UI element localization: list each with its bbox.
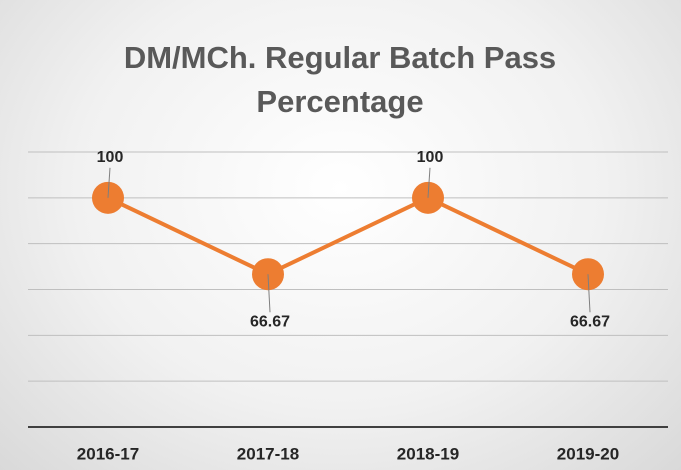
x-tick-label: 2019-20 bbox=[557, 444, 619, 463]
data-label: 66.67 bbox=[250, 313, 290, 330]
chart-title: DM/MCh. Regular Batch Pass Percentage bbox=[123, 40, 557, 119]
leader-line bbox=[267, 274, 271, 313]
data-label: 66.67 bbox=[570, 313, 610, 330]
x-tick-label: 2017-18 bbox=[237, 444, 299, 463]
data-label: 100 bbox=[417, 149, 444, 166]
leader-line bbox=[427, 167, 431, 198]
x-tick-label: 2016-17 bbox=[77, 444, 139, 463]
x-tick-label: 2018-19 bbox=[397, 444, 459, 463]
series-line bbox=[107, 195, 589, 277]
leader-line bbox=[107, 167, 111, 198]
data-label: 100 bbox=[97, 149, 124, 166]
leader-line bbox=[587, 274, 591, 313]
